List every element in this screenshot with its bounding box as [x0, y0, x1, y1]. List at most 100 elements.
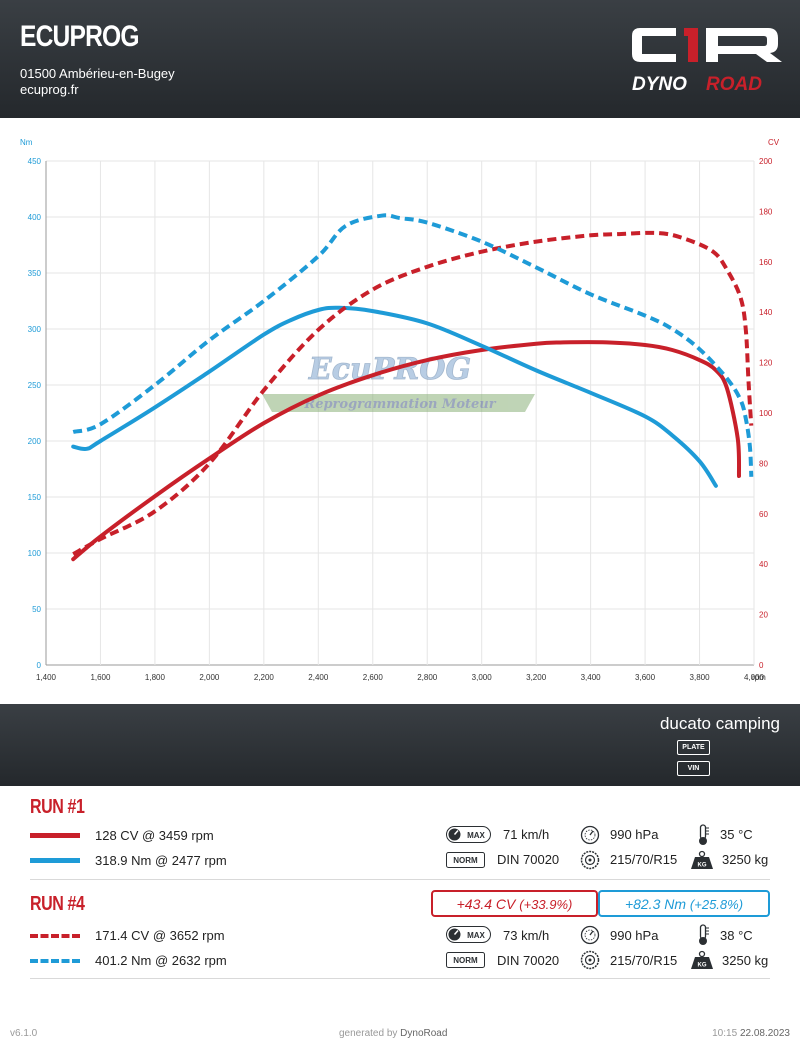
y-right-tick-label: 160 — [759, 258, 773, 267]
x-tick-label: 1,400 — [36, 673, 57, 682]
x-tick-label: 3,600 — [635, 673, 656, 682]
y-left-tick-label: 300 — [28, 325, 42, 334]
x-tick-label: 1,800 — [145, 673, 166, 682]
y-right-tick-label: 120 — [759, 359, 773, 368]
run-1-power-curve — [71, 340, 742, 562]
run-1-power-text: 128 CV @ 3459 rpm — [95, 828, 214, 843]
run-1-tyres: 215/70/R15 — [610, 852, 678, 867]
y-right-tick-label: 20 — [759, 611, 768, 620]
vehicle-name: ducato camping — [659, 714, 780, 733]
svg-text:MAX: MAX — [467, 831, 485, 840]
y-left-tick-label: 450 — [28, 157, 42, 166]
run-1-torque-curve — [71, 305, 718, 488]
y-left-tick-label: 400 — [28, 213, 42, 222]
x-tick-label: 3,000 — [472, 673, 493, 682]
power-gain-percent: (+33.9%) — [519, 897, 573, 912]
torque-gain-badge: +82.3 Nm (+25.8%) — [598, 890, 770, 917]
generated-by: generated by DynoRoad — [339, 1028, 447, 1039]
dynoroad-logo: DYNO ROAD — [632, 28, 782, 95]
generated-brand: DynoRoad — [400, 1028, 448, 1039]
pressure-gauge-icon — [580, 825, 600, 845]
run-4-torque-curve — [72, 213, 754, 477]
power-gain-badge: +43.4 CV (+33.9%) — [431, 890, 598, 917]
run-4-torque-text: 401.2 Nm @ 2632 rpm — [95, 953, 227, 968]
y-right-tick-label: 200 — [759, 157, 773, 166]
run-1-torque-legend — [30, 858, 80, 863]
y-left-tick-label: 200 — [28, 437, 42, 446]
version-text: v6.1.0 — [10, 1028, 38, 1039]
logo-text-dyno: DYNO — [632, 74, 687, 95]
max-speed-icon: MAX — [446, 926, 491, 943]
chart-curves — [71, 213, 754, 562]
x-tick-label: 3,400 — [581, 673, 602, 682]
norm-icon: NORM — [446, 852, 485, 868]
svg-text:NORM: NORM — [453, 856, 478, 865]
thermometer-icon — [699, 824, 709, 845]
run-4-pressure: 990 hPa — [610, 928, 659, 943]
run-1-temperature: 35 °C — [720, 827, 753, 842]
dyno-chart: EcuPROG Reprogrammation Moteur 0 50 100 150… — [0, 130, 800, 695]
power-gain-value: +43.4 CV — [456, 896, 516, 912]
run-4-norm: DIN 70020 — [497, 953, 560, 968]
y-left-tick-label: 100 — [28, 549, 42, 558]
weight-icon: KG — [691, 950, 713, 969]
generated-prefix: generated by — [339, 1028, 401, 1039]
svg-text:NORM: NORM — [453, 956, 478, 965]
brand-name: ECUPROG — [20, 20, 139, 53]
run-4-power-legend — [30, 934, 80, 938]
x-tick-label: 2,800 — [417, 673, 438, 682]
weight-icon: KG — [691, 850, 713, 869]
run-4-weight: 3250 kg — [722, 953, 769, 968]
x-tick-label: 3,200 — [526, 673, 547, 682]
y-left-tick-label: 250 — [28, 381, 42, 390]
x-tick-label: 1,600 — [90, 673, 111, 682]
report-time: 10:15 — [712, 1028, 738, 1039]
run-4-tyres: 215/70/R15 — [610, 953, 678, 968]
timestamp: 10:15 22.08.2023 — [712, 1028, 790, 1039]
thermometer-icon — [699, 924, 709, 945]
run-1-norm: DIN 70020 — [497, 852, 560, 867]
watermark-ribbon — [262, 394, 535, 412]
run-1-speed: 71 km/h — [503, 827, 550, 842]
report-date: 22.08.2023 — [739, 1028, 790, 1039]
run-1-weight: 3250 kg — [722, 852, 769, 867]
run-1-title: RUN #1 — [30, 796, 85, 818]
y-left-tick-label: 0 — [37, 661, 42, 670]
chart-grid — [45, 160, 755, 666]
y-left-tick-label: 50 — [32, 605, 41, 614]
y-left-tick-label: 150 — [28, 493, 42, 502]
svg-text:MAX: MAX — [467, 931, 485, 940]
y-right-axis-label: CV — [768, 138, 780, 147]
run-1-torque-text: 318.9 Nm @ 2477 rpm — [95, 853, 227, 868]
vehicle-band: ducato camping PLATE VIN — [0, 704, 800, 786]
x-tick-label: 4,000 — [744, 673, 765, 682]
pressure-gauge-icon — [580, 925, 600, 945]
brand-address: 01500 Ambérieu-en-Bugey ecuprog.fr — [20, 66, 175, 98]
run-1-power-legend — [30, 833, 80, 838]
tyre-icon — [580, 950, 600, 970]
x-tick-label: 2,400 — [308, 673, 329, 682]
run-4-temperature: 38 °C — [720, 928, 753, 943]
logo-text-road: ROAD — [706, 74, 762, 95]
x-tick-label: 3,800 — [690, 673, 711, 682]
y-left-axis-label: Nm — [20, 138, 33, 147]
y-right-tick-label: 60 — [759, 510, 768, 519]
y-left-tick-label: 350 — [28, 269, 42, 278]
max-speed-icon: MAX — [446, 826, 491, 843]
x-tick-label: 2,600 — [363, 673, 384, 682]
plate-tag: PLATE — [677, 740, 710, 755]
y-right-tick-label: 140 — [759, 308, 773, 317]
tyre-icon — [580, 850, 600, 870]
y-right-tick-label: 80 — [759, 459, 768, 468]
dyno-chart-svg: EcuPROG Reprogrammation Moteur 050100150… — [20, 138, 780, 682]
svg-text:KG: KG — [698, 963, 707, 969]
torque-gain-percent: (+25.8%) — [689, 897, 744, 912]
address-line: 01500 Ambérieu-en-Bugey — [20, 66, 175, 81]
watermark-subtitle: Reprogrammation Moteur — [303, 397, 496, 412]
report-header: ECUPROG 01500 Ambérieu-en-Bugey ecuprog.… — [0, 0, 800, 118]
website-link[interactable]: ecuprog.fr — [20, 82, 79, 97]
x-tick-label: 2,000 — [199, 673, 220, 682]
run-4-power-text: 171.4 CV @ 3652 rpm — [95, 928, 225, 943]
chart-axes: 0 50 100 150 200 250 300 350 400 450 0 20 40 60 80 100 1… — [20, 138, 780, 682]
run-divider — [30, 879, 770, 880]
